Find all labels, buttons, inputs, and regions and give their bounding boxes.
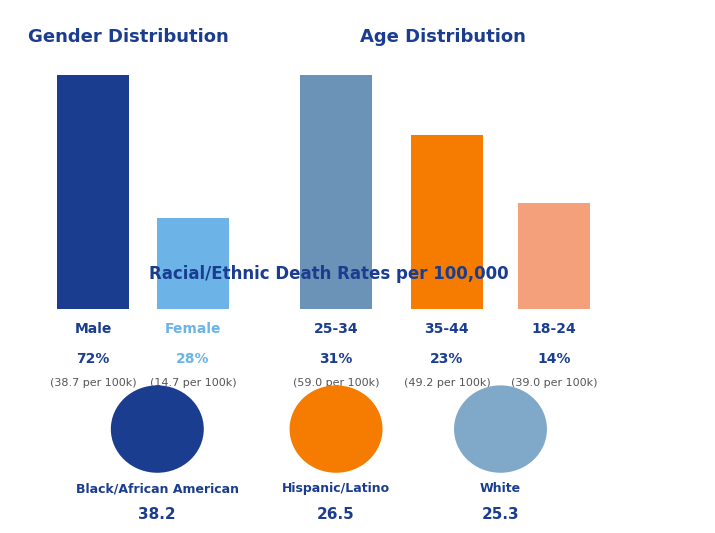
Ellipse shape	[290, 385, 383, 473]
Text: 28%: 28%	[177, 352, 209, 366]
Text: 72%: 72%	[77, 352, 109, 366]
Text: Hispanic/Latino: Hispanic/Latino	[282, 482, 390, 495]
Text: 14%: 14%	[538, 352, 571, 366]
Text: 25.3: 25.3	[482, 507, 519, 522]
Bar	[157, 218, 229, 309]
Text: 23%: 23%	[430, 352, 463, 366]
Text: (49.2 per 100k): (49.2 per 100k)	[403, 378, 490, 389]
Text: Age Distribution: Age Distribution	[360, 28, 526, 46]
Text: (59.0 per 100k): (59.0 per 100k)	[293, 378, 379, 389]
Bar	[518, 203, 590, 309]
Text: Male: Male	[74, 322, 112, 336]
Text: 18-24: 18-24	[532, 322, 576, 336]
Text: 38.2: 38.2	[139, 507, 176, 522]
Bar	[300, 75, 372, 309]
Text: Racial/Ethnic Death Rates per 100,000: Racial/Ethnic Death Rates per 100,000	[149, 265, 508, 284]
Bar	[57, 75, 129, 309]
Text: 25-34: 25-34	[314, 322, 358, 336]
Ellipse shape	[111, 385, 204, 473]
Text: 35-44: 35-44	[425, 322, 469, 336]
Text: (39.0 per 100k): (39.0 per 100k)	[511, 378, 597, 389]
Text: 31%: 31%	[320, 352, 352, 366]
Text: (38.7 per 100k): (38.7 per 100k)	[49, 378, 137, 389]
Bar	[411, 135, 483, 309]
Ellipse shape	[454, 385, 547, 473]
Text: White: White	[480, 482, 521, 495]
Text: 26.5: 26.5	[317, 507, 355, 522]
Text: Gender Distribution: Gender Distribution	[29, 28, 229, 46]
Text: (14.7 per 100k): (14.7 per 100k)	[149, 378, 237, 389]
Text: Female: Female	[164, 322, 222, 336]
Text: Black/African American: Black/African American	[76, 482, 239, 495]
